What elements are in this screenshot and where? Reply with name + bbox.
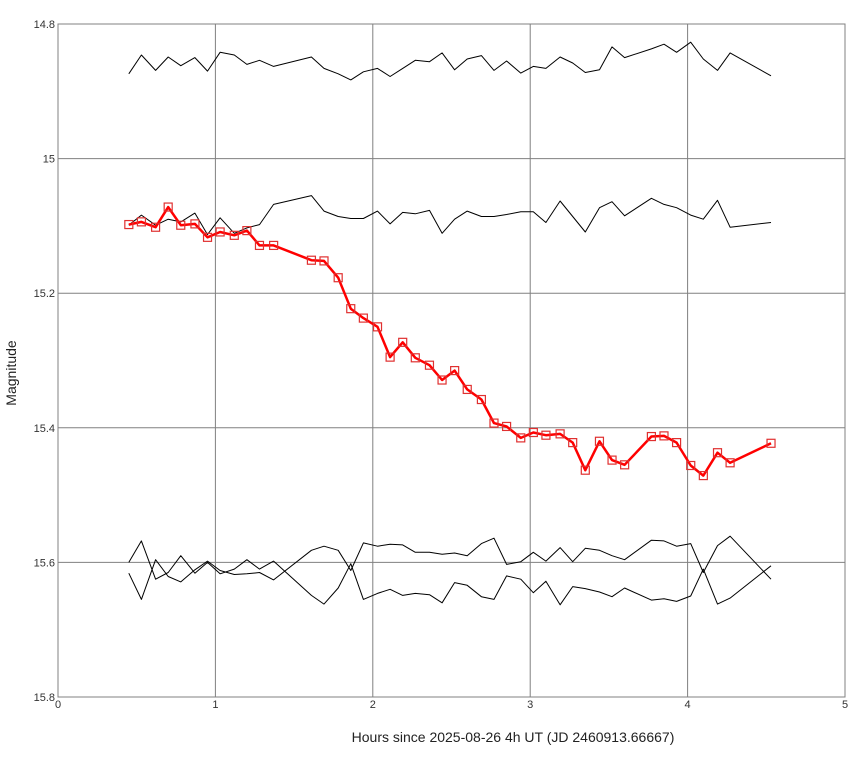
data-point-marker: [671, 438, 682, 448]
data-point-marker: [607, 455, 617, 465]
data-point-marker: [190, 219, 200, 229]
plot-frame: [57, 23, 846, 698]
data-point-marker: [385, 352, 395, 362]
data-point-marker: [712, 448, 723, 458]
data-point-marker: [766, 438, 776, 448]
data-point-marker: [163, 202, 173, 212]
data-point-marker: [229, 230, 239, 240]
data-point-marker: [242, 226, 252, 236]
data-point-marker: [150, 222, 161, 232]
x-tick-label: 0: [55, 699, 61, 711]
data-point-marker: [437, 375, 447, 385]
data-point-marker: [476, 394, 487, 405]
data-point-marker: [306, 255, 317, 265]
y-tick-labels: 14.8 15 15.2 15.4 15.6 15.8: [34, 19, 55, 704]
x-tick-label: 2: [370, 699, 376, 711]
data-point-marker: [254, 240, 265, 251]
data-point-marker: [594, 436, 605, 446]
y-tick-label: 15: [43, 154, 55, 166]
y-tick-label: 15.6: [34, 557, 55, 569]
data-point-marker: [136, 217, 147, 227]
x-tick-label: 3: [527, 699, 533, 711]
series-lines: [128, 41, 772, 606]
data-point-marker: [501, 421, 512, 432]
data-point-marker: [659, 431, 669, 441]
comparison-series-line: [128, 540, 772, 606]
x-tick-labels: 0 1 2 3 4 5: [55, 699, 848, 711]
data-point-marker: [319, 256, 329, 266]
data-point-marker: [698, 470, 708, 481]
data-point-marker: [215, 227, 225, 237]
comparison-series-line: [128, 195, 772, 236]
data-point-marker: [555, 429, 565, 439]
data-point-marker: [541, 430, 551, 440]
data-point-marker: [620, 460, 630, 470]
y-tick-label: 15.4: [34, 423, 55, 435]
x-tick-label: 1: [212, 699, 218, 711]
data-point-marker: [176, 220, 186, 230]
y-tick-label: 15.8: [34, 692, 55, 704]
comparison-series-line: [128, 41, 772, 81]
x-tick-label: 5: [842, 699, 848, 711]
data-point-marker: [462, 384, 472, 395]
data-point-marker: [424, 360, 435, 370]
data-point-marker: [725, 458, 735, 468]
data-point-marker: [202, 232, 213, 242]
comparison-series-line: [128, 535, 772, 600]
data-point-marker: [333, 273, 343, 283]
x-axis-label: Hours since 2025-08-26 4h UT (JD 2460913…: [352, 729, 675, 745]
data-point-marker: [346, 304, 356, 314]
data-point-marker: [269, 240, 279, 251]
y-axis-label: Magnitude: [3, 340, 19, 406]
grid: [58, 24, 845, 697]
data-point-marker: [528, 427, 538, 438]
data-point-marker: [568, 438, 578, 448]
y-tick-label: 14.8: [34, 19, 55, 31]
data-point-marker: [646, 431, 656, 442]
data-point-marker: [410, 353, 420, 363]
data-point-marker: [516, 433, 526, 443]
data-point-marker: [580, 465, 590, 475]
data-point-marker: [489, 418, 499, 428]
data-point-marker: [372, 322, 383, 332]
data-point-marker: [358, 313, 368, 323]
y-tick-label: 15.2: [34, 288, 55, 300]
data-point-marker: [398, 337, 408, 347]
target-markers: [124, 202, 776, 481]
x-tick-label: 4: [685, 699, 691, 711]
data-point-marker: [124, 219, 134, 230]
data-point-marker: [686, 460, 696, 471]
target-series-line: [128, 205, 772, 477]
data-point-marker: [450, 365, 460, 376]
